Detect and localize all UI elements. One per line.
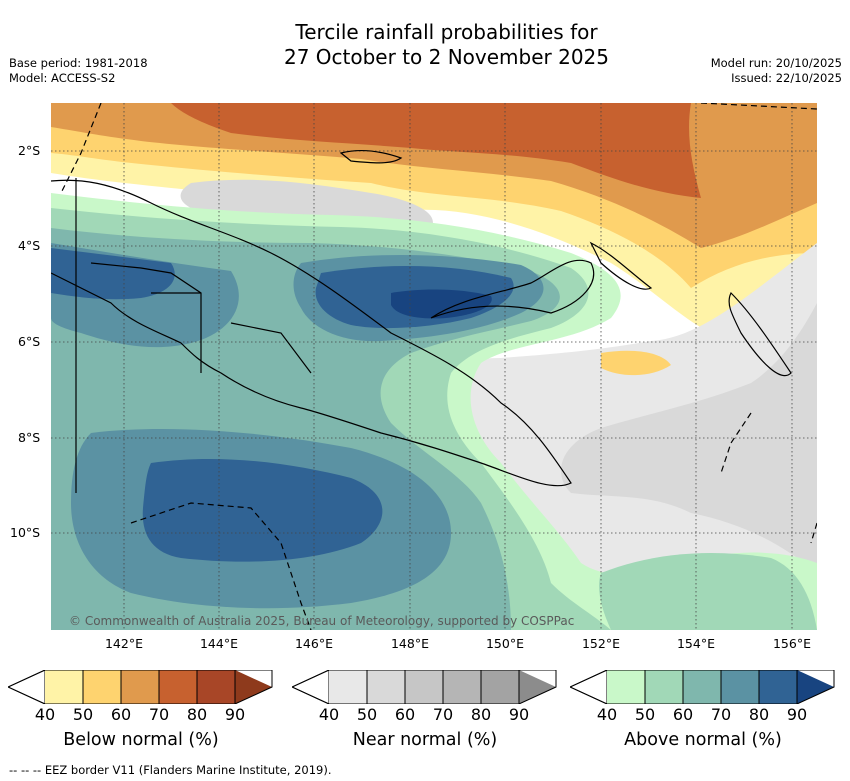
lon-label-144: 144°E <box>199 636 238 651</box>
above-tick-70: 70 <box>710 705 732 724</box>
colorbar-near-upper-extend <box>519 670 556 704</box>
lon-label-146: 146°E <box>294 636 333 651</box>
region-near-50 <box>561 303 817 573</box>
colorbar-below <box>6 669 274 708</box>
colorbar-below-upper-extend <box>235 670 272 704</box>
region-below-40-patch <box>601 350 671 376</box>
colorbar-above-swatch-0 <box>607 670 645 704</box>
near-tick-60: 60 <box>394 705 416 724</box>
lon-label-150: 150°E <box>485 636 524 651</box>
colorbar-near-lower-extend <box>290 669 330 705</box>
near-tick-50: 50 <box>356 705 378 724</box>
colorbar-below-swatch-0 <box>45 670 83 704</box>
colorbar-above-swatch-3 <box>721 670 759 704</box>
colorbar-above-swatch-4 <box>759 670 797 704</box>
model-name: Model: ACCESS-S2 <box>9 71 116 85</box>
colorbar-above-swatch-2 <box>683 670 721 704</box>
coastlines <box>51 149 792 493</box>
near-tick-90: 90 <box>508 705 530 724</box>
new-guinea-coast <box>51 179 572 487</box>
colorbar-below-lower-extend <box>6 669 46 705</box>
lon-label-156: 156°E <box>772 636 811 651</box>
eez-border <box>60 103 817 630</box>
province-lines <box>90 262 312 374</box>
lat-label-10s: 10°S <box>10 525 41 540</box>
colorbar-below-swatch-3 <box>159 670 197 704</box>
bougainville-coast <box>728 291 792 377</box>
above-tick-90: 90 <box>786 705 808 724</box>
colorbar-near-swatch-4 <box>481 670 519 704</box>
eez-footnote: -- -- -- EEZ border V11 (Flanders Marine… <box>9 763 332 777</box>
region-above-80c <box>142 458 383 562</box>
colorbar-below-swatch-2 <box>121 670 159 704</box>
meta-right: Model run: 20/10/2025 Issued: 22/10/2025 <box>711 56 842 86</box>
model-run: Model run: 20/10/2025 <box>710 56 842 70</box>
below-tick-40: 40 <box>34 705 56 724</box>
colorbar-near-swatch-0 <box>329 670 367 704</box>
below-tick-80: 80 <box>186 705 208 724</box>
below-tick-50: 50 <box>72 705 94 724</box>
lat-label-4s: 4°S <box>18 238 41 253</box>
title-line-2: 27 October to 2 November 2025 <box>283 45 610 69</box>
above-tick-80: 80 <box>748 705 770 724</box>
title-line-1: Tercile rainfall probabilities for <box>295 20 598 44</box>
region-below-70 <box>171 103 701 198</box>
above-tick-60: 60 <box>672 705 694 724</box>
colorbar-near-swatch-3 <box>443 670 481 704</box>
colorbar-near <box>290 669 558 708</box>
colorbar-below-swatch-1 <box>83 670 121 704</box>
lon-label-152: 152°E <box>581 636 620 651</box>
lat-label-6s: 6°S <box>18 334 41 349</box>
colorbar-below-swatch-4 <box>197 670 235 704</box>
above-tick-40: 40 <box>596 705 618 724</box>
colorbar-near-swatch-2 <box>405 670 443 704</box>
near-tick-70: 70 <box>432 705 454 724</box>
lon-label-148: 148°E <box>390 636 429 651</box>
probability-map <box>51 103 817 630</box>
above-legend-title: Above normal (%) <box>624 730 782 750</box>
map-canvas <box>51 103 817 630</box>
region-above-80 <box>51 248 175 300</box>
region-above-50b <box>599 553 817 630</box>
colorbar-above-upper-extend <box>797 670 834 704</box>
near-tick-40: 40 <box>318 705 340 724</box>
lon-label-142: 142°E <box>104 636 143 651</box>
base-period: Base period: 1981-2018 <box>9 56 148 70</box>
near-legend-title: Near normal (%) <box>352 730 498 750</box>
new-britain-coast <box>430 259 595 319</box>
colorbar-above-lower-extend <box>568 669 608 705</box>
map-title: Tercile rainfall probabilities for 27 Oc… <box>0 20 850 70</box>
region-above-90 <box>391 289 492 319</box>
lat-label-2s: 2°S <box>18 143 41 158</box>
manus-coast <box>339 149 403 164</box>
colorbar-near-swatch-1 <box>367 670 405 704</box>
below-legend-title: Below normal (%) <box>63 730 219 750</box>
lat-label-8s: 8°S <box>18 430 41 445</box>
below-tick-70: 70 <box>148 705 170 724</box>
colorbar-above <box>568 669 836 708</box>
near-tick-80: 80 <box>470 705 492 724</box>
below-tick-60: 60 <box>110 705 132 724</box>
above-tick-50: 50 <box>634 705 656 724</box>
lon-label-154: 154°E <box>676 636 715 651</box>
meta-left: Base period: 1981-2018 Model: ACCESS-S2 <box>9 56 148 86</box>
below-tick-90: 90 <box>224 705 246 724</box>
colorbar-above-swatch-1 <box>645 670 683 704</box>
issued-date: Issued: 22/10/2025 <box>731 71 842 85</box>
copyright-notice: © Commonwealth of Australia 2025, Bureau… <box>69 614 575 628</box>
new-ireland-coast <box>589 241 653 290</box>
